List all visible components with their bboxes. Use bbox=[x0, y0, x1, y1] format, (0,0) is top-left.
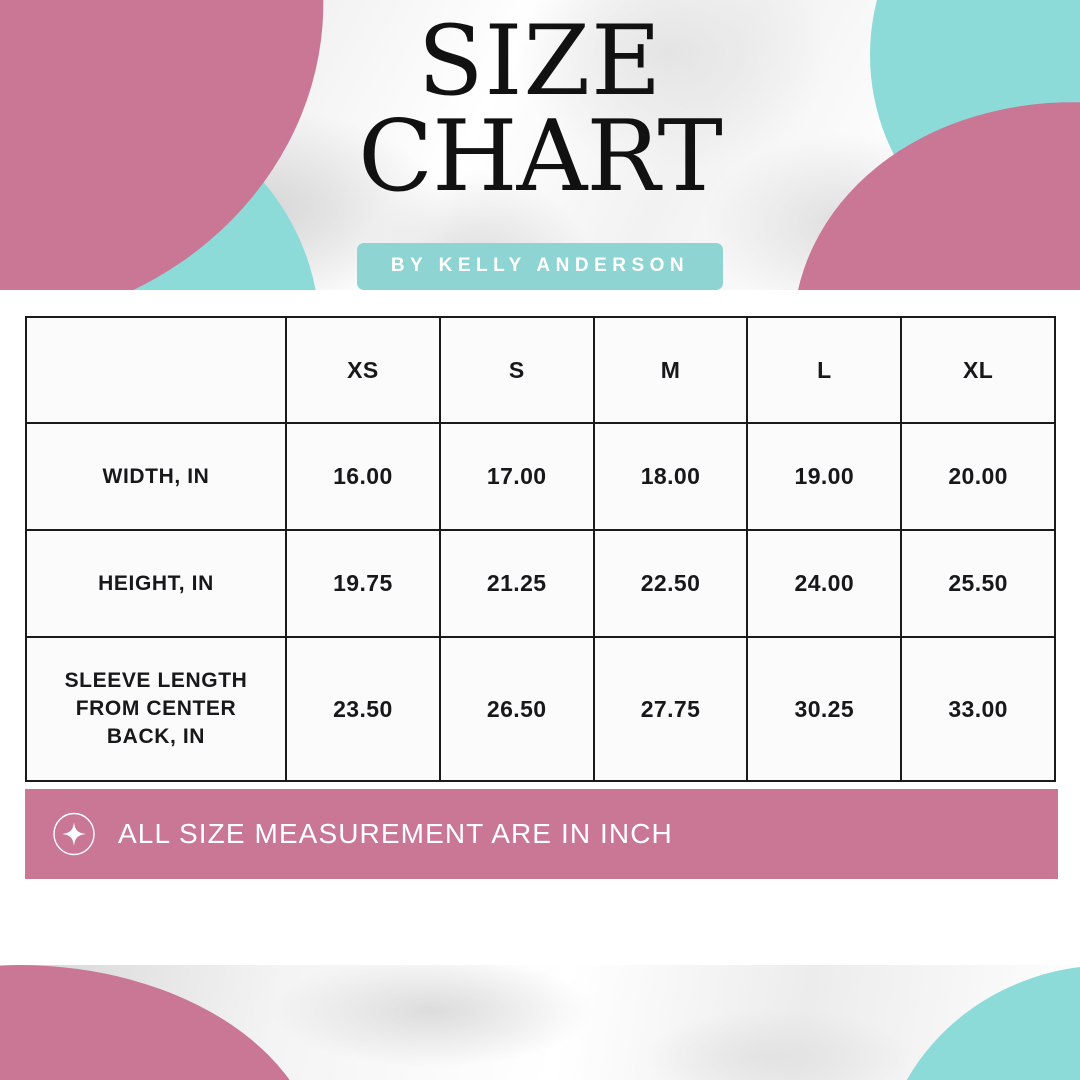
page-title: SIZE CHART bbox=[0, 5, 1080, 215]
table-corner-cell bbox=[25, 316, 287, 424]
title-line-size: SIZE bbox=[417, 5, 663, 117]
cell-sleeve-l: 30.25 bbox=[746, 636, 903, 782]
table-header-row: XS S M L XL bbox=[25, 316, 1056, 424]
row-label-height: HEIGHT, IN bbox=[25, 529, 287, 638]
size-table-container: XS S M L XL WIDTH, IN 16.00 17.00 18.00 … bbox=[25, 316, 1056, 782]
cell-width-l: 19.00 bbox=[746, 422, 903, 531]
measurement-note-text: ALL SIZE MEASUREMENT ARE IN INCH bbox=[118, 818, 673, 849]
title-line-chart: CHART bbox=[358, 100, 723, 215]
cell-sleeve-xs: 23.50 bbox=[285, 636, 441, 782]
byline: BY KELLY ANDERSON bbox=[0, 243, 1080, 290]
cell-height-xl: 25.50 bbox=[900, 529, 1056, 638]
size-table: XS S M L XL WIDTH, IN 16.00 17.00 18.00 … bbox=[25, 316, 1056, 782]
column-header-l: L bbox=[746, 316, 903, 424]
measurement-note-bar: ALL SIZE MEASUREMENT ARE IN INCH bbox=[25, 789, 1058, 879]
table-row: WIDTH, IN 16.00 17.00 18.00 19.00 20.00 bbox=[25, 422, 1056, 531]
cell-sleeve-xl: 33.00 bbox=[900, 636, 1056, 782]
size-table-body: WIDTH, IN 16.00 17.00 18.00 19.00 20.00 … bbox=[25, 422, 1056, 782]
header-decoration-band bbox=[0, 0, 1080, 290]
table-row: HEIGHT, IN 19.75 21.25 22.50 24.00 25.50 bbox=[25, 529, 1056, 638]
cell-width-s: 17.00 bbox=[438, 422, 595, 531]
size-table-head: XS S M L XL bbox=[25, 316, 1056, 424]
column-header-xl: XL bbox=[900, 316, 1056, 424]
column-header-xs: XS bbox=[285, 316, 441, 424]
cell-height-m: 22.50 bbox=[592, 529, 749, 638]
cell-sleeve-s: 26.50 bbox=[438, 636, 595, 782]
sparkle-icon bbox=[53, 812, 95, 856]
column-header-s: S bbox=[438, 316, 595, 424]
cell-height-l: 24.00 bbox=[746, 529, 903, 638]
cell-sleeve-m: 27.75 bbox=[592, 636, 749, 782]
byline-pill: BY KELLY ANDERSON bbox=[356, 243, 724, 290]
row-label-sleeve-length: SLEEVE LENGTH FROM CENTER BACK, IN bbox=[25, 636, 287, 782]
cell-height-s: 21.25 bbox=[438, 529, 595, 638]
column-header-m: M bbox=[592, 316, 749, 424]
table-row: SLEEVE LENGTH FROM CENTER BACK, IN 23.50… bbox=[25, 636, 1056, 782]
cell-width-m: 18.00 bbox=[592, 422, 749, 531]
cell-width-xs: 16.00 bbox=[285, 422, 441, 531]
row-label-width: WIDTH, IN bbox=[25, 422, 287, 531]
cell-width-xl: 20.00 bbox=[900, 422, 1056, 531]
cell-height-xs: 19.75 bbox=[285, 529, 441, 638]
